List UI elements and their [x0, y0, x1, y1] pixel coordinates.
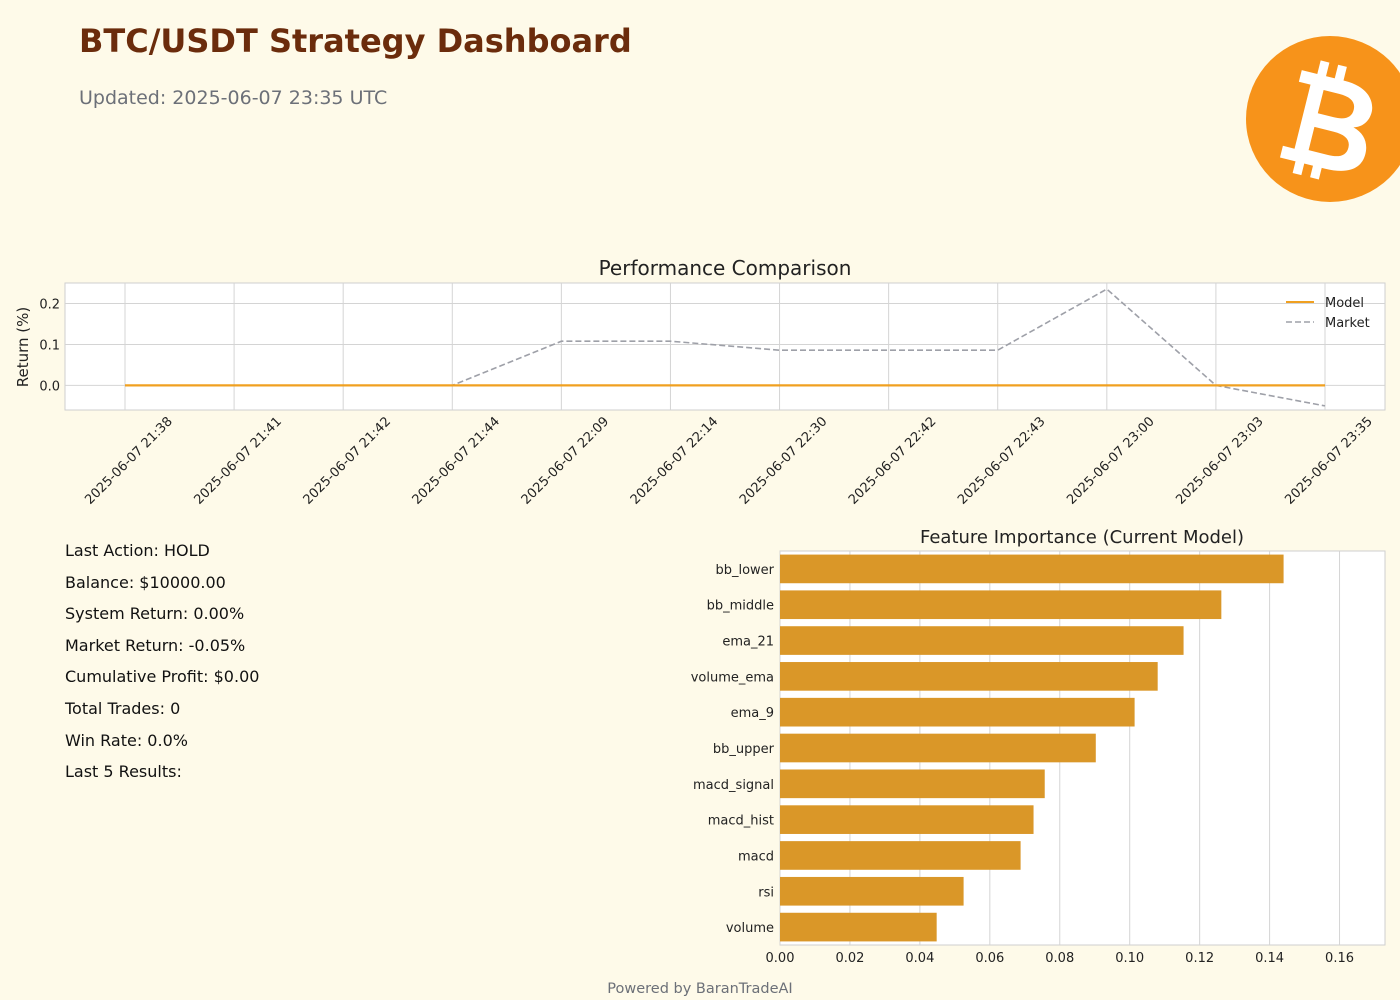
x-tick-label: 0.16	[1325, 951, 1354, 966]
bar-volume_ema	[780, 662, 1158, 691]
legend-label-model: Model	[1325, 296, 1364, 311]
category-label: bb_upper	[713, 742, 775, 757]
stat-system-return: System Return: 0.00%	[65, 604, 245, 624]
y-tick-label: 0.2	[39, 297, 60, 312]
x-tick-label: 2025-06-07 23:35	[1282, 414, 1375, 507]
category-label: volume_ema	[691, 670, 774, 685]
category-label: ema_21	[722, 635, 774, 650]
x-tick-label: 2025-06-07 21:41	[191, 414, 284, 507]
x-tick-label: 2025-06-07 22:43	[955, 414, 1048, 507]
bar-rsi	[780, 876, 964, 906]
legend-label-market: Market	[1325, 316, 1370, 331]
category-label: macd_signal	[693, 778, 774, 793]
bar-ema_21	[780, 626, 1184, 655]
x-tick-label: 2025-06-07 22:30	[737, 414, 830, 507]
category-label: bb_lower	[715, 563, 774, 578]
x-tick-label: 2025-06-07 21:42	[301, 414, 394, 507]
x-tick-label: 2025-06-07 22:14	[628, 414, 721, 507]
x-tick-label: 0.02	[835, 951, 864, 966]
bar-bb_middle	[780, 590, 1222, 620]
stat-last-action: Last Action: HOLD	[65, 541, 210, 560]
x-tick-label: 0.00	[766, 951, 795, 966]
bar-macd_signal	[780, 769, 1045, 799]
x-tick-label: 0.06	[975, 951, 1004, 966]
footer-credit: Powered by BaranTradeAI	[607, 981, 793, 997]
feature-importance-title: Feature Importance (Current Model)	[920, 527, 1244, 548]
bar-macd_hist	[780, 805, 1034, 834]
category-label: macd_hist	[708, 814, 774, 829]
bar-volume	[780, 912, 937, 942]
stat-balance: Balance: $10000.00	[65, 572, 226, 592]
x-tick-label: 2025-06-07 23:00	[1064, 414, 1157, 507]
category-label: ema_9	[731, 706, 774, 721]
legend: Model Market	[1286, 296, 1370, 331]
performance-chart: Performance Comparison 0.0 0.1 0.2 2025-06…	[14, 256, 1386, 508]
x-tick-label: 0.14	[1255, 951, 1284, 966]
bar-bb_lower	[780, 554, 1284, 584]
feature-plot-area	[779, 550, 1386, 946]
x-tick-label: 2025-06-07 23:03	[1173, 414, 1266, 507]
stat-market-return: Market Return: -0.05%	[65, 635, 246, 655]
x-tick-label: 0.10	[1115, 951, 1144, 966]
category-label: macd	[738, 849, 774, 864]
updated-timestamp: Updated: 2025-06-07 23:35 UTC	[79, 87, 388, 109]
category-label: rsi	[758, 885, 774, 900]
category-label: volume	[726, 921, 774, 936]
y-tick-label: 0.1	[39, 338, 60, 353]
category-label: bb_middle	[707, 599, 774, 614]
y-axis-label: Return (%)	[14, 307, 32, 388]
bar-macd	[780, 841, 1021, 870]
x-tick-label: 2025-06-07 22:42	[846, 414, 939, 507]
stat-total-trades: Total Trades: 0	[65, 698, 181, 718]
stat-win-rate: Win Rate: 0.0%	[65, 730, 188, 750]
stat-cumulative-profit: Cumulative Profit: $0.00	[65, 667, 260, 687]
stats-panel: Last Action: HOLD Balance: $10000.00 Sys…	[65, 535, 259, 788]
dashboard-title: BTC/USDT Strategy Dashboard	[79, 22, 632, 60]
x-tick-label: 2025-06-07 22:09	[519, 414, 612, 507]
stat-last-5-results: Last 5 Results:	[65, 762, 182, 782]
x-tick-label: 2025-06-07 21:44	[410, 414, 503, 507]
y-tick-label: 0.0	[39, 379, 60, 394]
x-tick-label: 0.08	[1045, 951, 1074, 966]
x-tick-label: 2025-06-07 21:38	[82, 414, 175, 507]
bar-bb_upper	[780, 733, 1096, 763]
x-tick-label: 0.04	[905, 951, 934, 966]
performance-chart-title: Performance Comparison	[599, 256, 852, 280]
x-tick-label: 0.12	[1185, 951, 1214, 966]
bar-ema_9	[780, 697, 1135, 727]
bitcoin-logo-icon	[1246, 36, 1400, 202]
